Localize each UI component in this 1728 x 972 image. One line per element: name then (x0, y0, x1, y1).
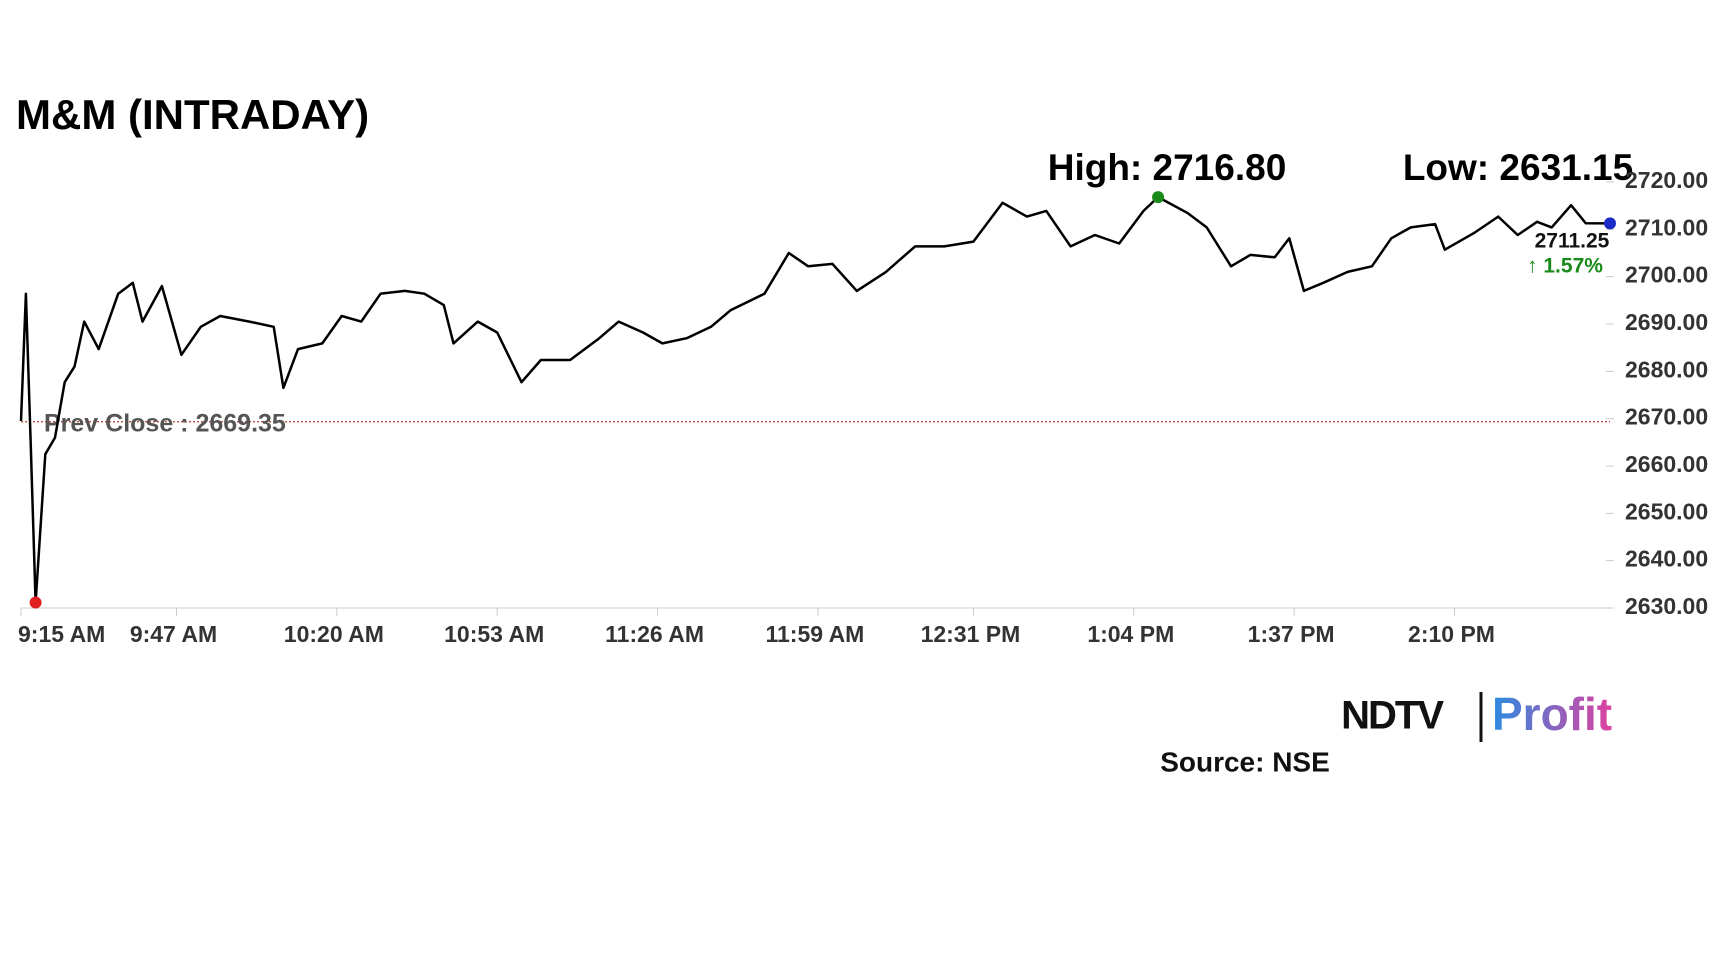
change: ↑ 1.57% (1527, 255, 1603, 278)
low-dot (29, 596, 42, 609)
low-label: Low: 2631.15 (1403, 147, 1633, 188)
y-tick-label: 2670.00 (1625, 404, 1708, 430)
x-tick-label: 1:04 PM (1087, 621, 1174, 647)
y-tick-label: 2660.00 (1625, 451, 1708, 477)
y-tick-label: 2720.00 (1625, 167, 1708, 193)
x-tick-label: 12:31 PM (921, 621, 1021, 647)
prev-close-label: Prev Close : 2669.35 (44, 409, 286, 437)
source: Source: NSE (1160, 746, 1330, 777)
high-dot (1152, 191, 1165, 204)
logo-profit: Profit (1492, 688, 1612, 740)
x-tick-label: 2:10 PM (1408, 621, 1495, 647)
x-tick-label: 9:47 AM (130, 621, 217, 647)
x-tick-label: 9:15 AM (18, 621, 105, 647)
y-tick-label: 2680.00 (1625, 356, 1708, 382)
y-tick-label: 2630.00 (1625, 593, 1708, 619)
y-tick-label: 2650.00 (1625, 498, 1708, 524)
last-dot (1604, 217, 1616, 230)
last-price: 2711.25 (1535, 230, 1610, 253)
y-tick-label: 2700.00 (1625, 262, 1708, 288)
y-tick-label: 2690.00 (1625, 309, 1708, 335)
y-tick-label: 2640.00 (1625, 546, 1708, 572)
x-tick-label: 10:20 AM (284, 621, 384, 647)
chart-title: M&M (INTRADAY) (16, 91, 369, 138)
x-tick-label: 1:37 PM (1248, 621, 1335, 647)
y-tick-label: 2710.00 (1625, 214, 1708, 240)
high-label: High: 2716.80 (1048, 147, 1287, 188)
price-line (19, 195, 1611, 604)
x-tick-label: 11:26 AM (605, 621, 704, 647)
x-tick-label: 11:59 AM (765, 621, 864, 647)
logo-ndtv: NDTV (1341, 694, 1444, 738)
x-tick-label: 10:53 AM (444, 621, 544, 647)
